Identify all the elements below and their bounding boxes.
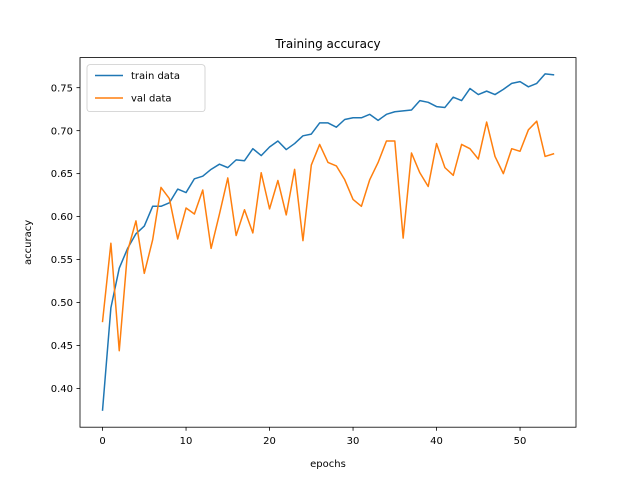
x-tick-label: 30 — [347, 436, 360, 447]
y-axis: 0.40 0.45 0.50 0.55 0.60 0.65 0.70 0.75 — [51, 83, 80, 395]
series-line-1 — [101, 120, 555, 352]
y-tick-label: 0.75 — [51, 83, 73, 94]
y-tick-label: 0.45 — [51, 341, 73, 352]
y-tick-label: 0.50 — [51, 298, 73, 309]
legend-label-1: val data — [131, 94, 172, 105]
x-tick-label: 50 — [514, 436, 527, 447]
legend-label-0: train data — [131, 71, 180, 82]
legend: train data val data — [86, 64, 206, 112]
y-tick-label: 0.65 — [51, 169, 73, 180]
x-axis: 0 10 20 30 40 50 — [99, 427, 526, 447]
x-tick-label: 20 — [263, 436, 276, 447]
y-tick-label: 0.40 — [51, 384, 73, 395]
legend-box — [86, 64, 206, 112]
x-tick-label: 40 — [430, 436, 443, 447]
series-line-0 — [101, 73, 555, 411]
chart-title: Training accuracy — [274, 37, 380, 51]
x-axis-label: epochs — [310, 459, 346, 470]
y-axis-label: accuracy — [23, 220, 34, 265]
y-tick-label: 0.60 — [51, 212, 73, 223]
axes-frame — [79, 57, 577, 428]
y-tick-label: 0.55 — [51, 255, 73, 266]
x-tick-label: 10 — [180, 436, 193, 447]
y-tick-label: 0.70 — [51, 126, 73, 137]
plot-area — [101, 73, 555, 411]
x-tick-label: 0 — [99, 436, 105, 447]
